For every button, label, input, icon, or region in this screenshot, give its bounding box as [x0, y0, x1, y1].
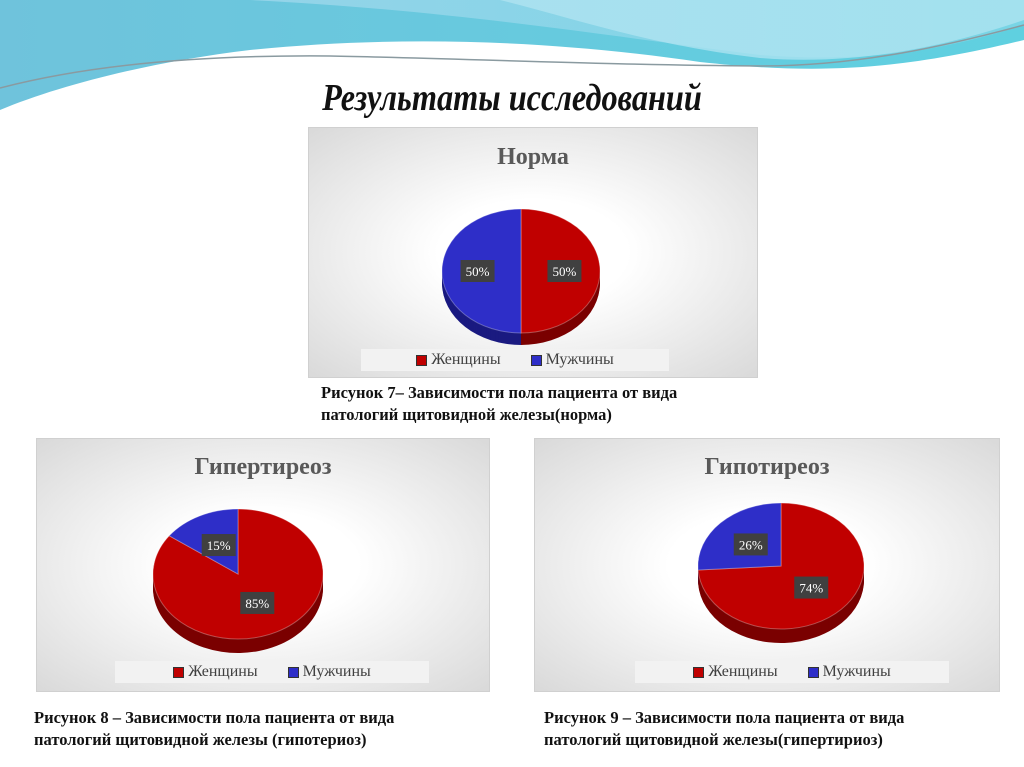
caption-line: патологий щитовидной железы (гипотериоз)	[34, 730, 367, 749]
chart-title: Гипертиреоз	[194, 454, 332, 480]
figure-caption-7: Рисунок 7– Зависимости пола пациента от …	[321, 382, 677, 426]
data-label: 15%	[201, 534, 236, 557]
pie-hyperthyroidism: 85% 15%	[152, 508, 324, 653]
caption-line: Рисунок 9 – Зависимости пола пациента от…	[544, 708, 905, 727]
caption-line: патологий щитовидной железы(норма)	[321, 405, 612, 424]
legend-label: Женщины	[188, 663, 258, 680]
chart-legend: Женщины Мужчины	[635, 661, 949, 683]
legend-label: Мужчины	[302, 663, 371, 680]
legend-label: Мужчины	[545, 351, 614, 368]
chart-hypothyroidism: Гипотиреоз 74% 26% Женщины Мужчины	[534, 438, 1000, 692]
chart-legend: Женщины Мужчины	[115, 661, 429, 683]
legend-label: Женщины	[708, 663, 778, 680]
chart-legend: Женщины Мужчины	[361, 349, 669, 371]
women-swatch-icon	[416, 354, 428, 366]
legend-item-men: Мужчины	[530, 351, 614, 369]
chart-title: Норма	[497, 144, 569, 170]
data-label: 26%	[733, 533, 768, 556]
men-swatch-icon	[287, 666, 299, 678]
chart-norma: Норма 50% 50% Женщины Мужчины	[308, 127, 758, 378]
chart-hyperthyroidism: Гипертиреоз 85% 15% Женщины Мужчины	[36, 438, 490, 692]
data-label: 74%	[794, 576, 829, 599]
pie-slice-women	[152, 508, 324, 640]
data-label: 85%	[240, 591, 275, 614]
women-swatch-icon	[693, 666, 705, 678]
legend-item-women: Женщины	[416, 351, 501, 369]
data-label-text: 74%	[799, 581, 823, 596]
data-label-text: 50%	[466, 264, 490, 279]
data-label-text: 85%	[245, 596, 269, 611]
data-label: 50%	[460, 260, 495, 282]
data-label-text: 26%	[739, 537, 763, 552]
data-label-text: 15%	[207, 538, 231, 553]
legend-item-men: Мужчины	[807, 663, 891, 681]
pie-hypothyroidism: 74% 26%	[697, 502, 865, 643]
caption-line: Рисунок 7– Зависимости пола пациента от …	[321, 383, 678, 402]
legend-label: Мужчины	[822, 663, 891, 680]
legend-label: Женщины	[431, 351, 501, 368]
figure-caption-9: Рисунок 9 – Зависимости пола пациента от…	[544, 707, 904, 751]
chart-title: Гипотиреоз	[704, 454, 830, 480]
women-swatch-icon	[173, 666, 185, 678]
data-label-text: 50%	[553, 264, 577, 279]
men-swatch-icon	[807, 666, 819, 678]
data-label: 50%	[547, 260, 582, 282]
legend-item-men: Мужчины	[287, 663, 371, 681]
legend-item-women: Женщины	[693, 663, 778, 681]
caption-line: патологий щитовидной железы(гипертириоз)	[544, 730, 883, 749]
men-swatch-icon	[530, 354, 542, 366]
slide-title: Результаты исследований	[322, 77, 702, 119]
pie-norma: 50% 50%	[441, 208, 601, 345]
figure-caption-8: Рисунок 8 – Зависимости пола пациента от…	[34, 707, 394, 751]
caption-line: Рисунок 8 – Зависимости пола пациента от…	[34, 708, 395, 727]
legend-item-women: Женщины	[173, 663, 258, 681]
